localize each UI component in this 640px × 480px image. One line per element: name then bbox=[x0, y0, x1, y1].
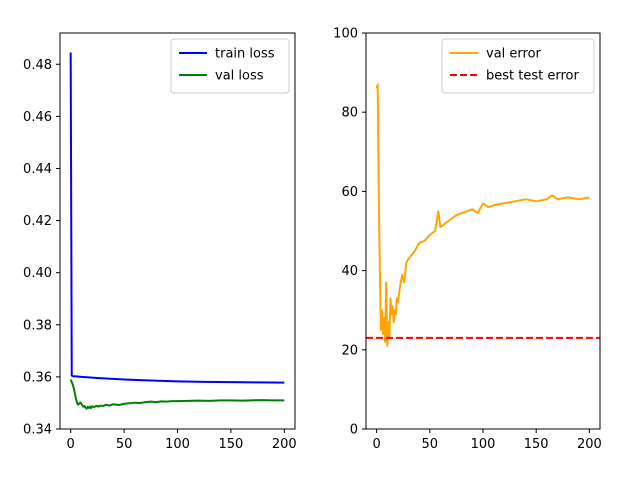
y-tick-label: 0.40 bbox=[23, 266, 52, 281]
x-tick-label: 150 bbox=[218, 437, 243, 452]
y-tick-label: 0.48 bbox=[23, 58, 52, 73]
x-tick-label: 200 bbox=[272, 437, 297, 452]
y-tick-label: 0 bbox=[350, 423, 358, 438]
x-tick-label: 50 bbox=[116, 437, 133, 452]
y-tick-label: 0.42 bbox=[23, 214, 52, 229]
x-tick-label: 200 bbox=[577, 437, 602, 452]
legend: val error best test error bbox=[441, 38, 595, 94]
y-tick-label: 0.34 bbox=[23, 423, 52, 438]
x-tick-label: 0 bbox=[67, 437, 75, 452]
y-tick-label: 100 bbox=[333, 27, 358, 42]
error-chart-panel: 0 50 100 150 200 0 20 40 60 80 100 val error best te… bbox=[333, 27, 602, 453]
x-tick-label: 150 bbox=[524, 437, 549, 452]
x-tick-label: 100 bbox=[165, 437, 190, 452]
legend-label: val loss bbox=[215, 69, 264, 84]
y-tick-label: 40 bbox=[341, 264, 358, 279]
series-line-val-loss bbox=[69, 379, 285, 410]
legend: train loss val loss bbox=[170, 38, 290, 94]
x-tick-label: 100 bbox=[471, 437, 496, 452]
legend-label: best test error bbox=[486, 69, 579, 84]
x-tick-label: 0 bbox=[372, 437, 380, 452]
y-tick-label: 0.46 bbox=[23, 110, 52, 125]
series-line-train-loss bbox=[69, 52, 285, 384]
y-tick-label: 0.44 bbox=[23, 162, 52, 177]
y-tick-label: 80 bbox=[341, 106, 358, 121]
legend-label: train loss bbox=[215, 47, 275, 62]
y-tick-label: 0.38 bbox=[23, 318, 52, 333]
loss-chart-panel: 0 50 100 150 200 0.34 0.36 0.38 0.40 0.42 0.44 0.46… bbox=[23, 32, 297, 452]
y-tick-label: 60 bbox=[341, 185, 358, 200]
y-tick-label: 0.36 bbox=[23, 370, 52, 385]
legend-label: val error bbox=[486, 47, 542, 62]
x-tick-label: 50 bbox=[422, 437, 439, 452]
legend-box bbox=[441, 38, 595, 94]
y-tick-label: 20 bbox=[341, 343, 358, 358]
series-line-val-error bbox=[375, 83, 590, 347]
